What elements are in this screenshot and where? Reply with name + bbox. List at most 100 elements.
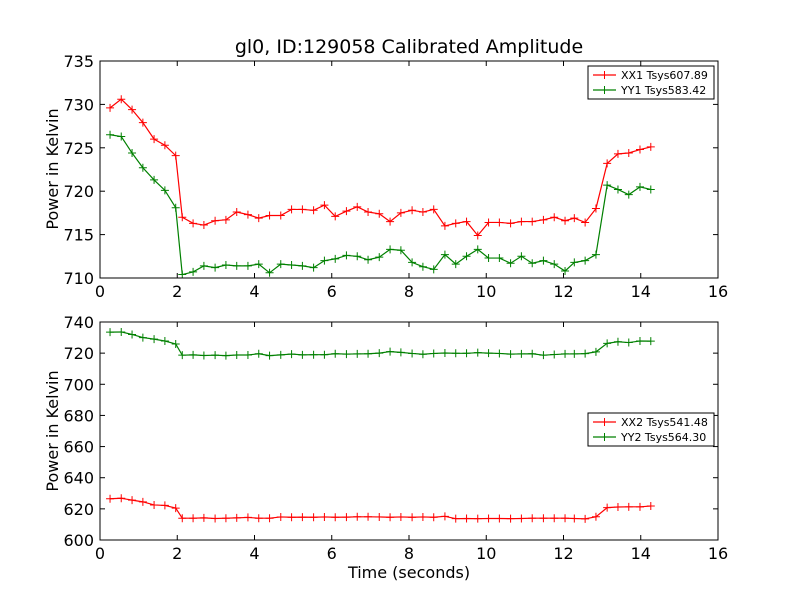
- data-point-marker: [353, 252, 362, 261]
- data-point-marker: [440, 221, 449, 230]
- data-point-marker: [243, 210, 252, 219]
- data-point-marker: [243, 351, 252, 360]
- data-point-marker: [440, 250, 449, 259]
- data-point-marker: [570, 214, 579, 223]
- data-point-marker: [221, 514, 230, 523]
- legend-marker-sample: [600, 71, 609, 79]
- x-tick-label: 16: [708, 544, 728, 563]
- data-point-marker: [364, 512, 373, 521]
- data-point-marker: [128, 149, 137, 158]
- x-tick-label: 12: [553, 544, 573, 563]
- data-point-marker: [117, 132, 126, 141]
- y-tick-label: 740: [63, 313, 94, 332]
- y-tick-label: 600: [63, 531, 94, 550]
- data-point-marker: [178, 351, 187, 360]
- data-point-marker: [386, 347, 395, 356]
- data-point-marker: [591, 512, 600, 521]
- data-point-marker: [440, 348, 449, 357]
- data-point-marker: [581, 349, 590, 358]
- data-point-marker: [440, 512, 449, 521]
- data-point-marker: [635, 182, 644, 191]
- data-point-marker: [298, 513, 307, 522]
- data-point-marker: [189, 267, 198, 276]
- x-tick-label: 8: [404, 282, 414, 301]
- data-point-marker: [462, 217, 471, 226]
- data-point-marker: [484, 514, 493, 523]
- data-point-marker: [451, 260, 460, 269]
- series-2: [106, 327, 655, 360]
- data-point-marker: [276, 350, 285, 359]
- data-point-marker: [646, 142, 655, 151]
- data-point-marker: [473, 514, 482, 523]
- data-point-marker: [603, 181, 612, 190]
- data-point-marker: [364, 255, 373, 264]
- data-point-marker: [232, 261, 241, 270]
- data-point-marker: [517, 252, 526, 261]
- data-point-marker: [613, 149, 622, 158]
- x-axis-label: Time (seconds): [347, 563, 470, 582]
- y-tick-label: 700: [63, 375, 94, 394]
- bottom-panel: Power in Kelvin Time (seconds) 0 2 4 6 8 10 12…: [43, 313, 728, 582]
- data-point-marker: [375, 209, 384, 218]
- data-point-marker: [160, 336, 169, 345]
- data-point-marker: [221, 215, 230, 224]
- data-point-marker: [473, 245, 482, 254]
- data-point-marker: [331, 349, 340, 358]
- legend-entry-label: XX2 Tsys541.48: [621, 416, 708, 429]
- data-point-marker: [646, 185, 655, 194]
- data-point-marker: [429, 265, 438, 274]
- legend-box: [587, 412, 715, 447]
- data-point-marker: [624, 502, 633, 511]
- data-point-marker: [539, 351, 548, 360]
- legend-marker-sample: [600, 433, 609, 441]
- data-point-marker: [171, 339, 180, 348]
- data-point-marker: [528, 217, 537, 226]
- data-point-marker: [342, 251, 351, 260]
- legend-entry-label: XX1 Tsys607.89: [621, 69, 708, 82]
- data-point-marker: [506, 514, 515, 523]
- data-point-marker: [613, 185, 622, 194]
- data-point-marker: [331, 212, 340, 221]
- data-point-marker: [528, 349, 537, 358]
- data-point-marker: [570, 349, 579, 358]
- data-point-marker: [396, 208, 405, 217]
- y-tick-label: 680: [63, 406, 94, 425]
- data-point-marker: [106, 130, 115, 139]
- data-point-marker: [484, 349, 493, 358]
- data-point-marker: [495, 349, 504, 358]
- legend-entry-label: YY1 Tsys583.42: [620, 84, 706, 97]
- data-point-marker: [429, 513, 438, 522]
- data-point-marker: [160, 141, 169, 150]
- data-point-marker: [150, 175, 159, 184]
- data-point-marker: [561, 514, 570, 523]
- data-point-marker: [603, 339, 612, 348]
- data-point-marker: [418, 262, 427, 271]
- data-point-marker: [396, 512, 405, 521]
- data-point-marker: [189, 350, 198, 359]
- data-point-marker: [276, 211, 285, 220]
- data-point-marker: [581, 256, 590, 265]
- x-tick-label: 2: [172, 282, 182, 301]
- data-point-marker: [550, 350, 559, 359]
- data-point-marker: [353, 512, 362, 521]
- x-tick-label: 4: [249, 282, 259, 301]
- data-point-marker: [199, 221, 208, 230]
- data-point-marker: [160, 186, 169, 195]
- data-point-marker: [353, 349, 362, 358]
- data-point-marker: [221, 351, 230, 360]
- x-tick-label: 8: [404, 544, 414, 563]
- data-point-marker: [451, 219, 460, 228]
- data-point-marker: [364, 349, 373, 358]
- data-point-marker: [211, 216, 220, 225]
- data-point-marker: [287, 513, 296, 522]
- x-tick-label: 2: [172, 544, 182, 563]
- data-point-marker: [624, 190, 633, 199]
- legend: XX2 Tsys541.48 YY2 Tsys564.30: [587, 412, 715, 447]
- data-point-marker: [243, 261, 252, 270]
- data-point-marker: [189, 514, 198, 523]
- y-tick-label: 720: [63, 344, 94, 363]
- y-tick-label: 640: [63, 469, 94, 488]
- data-point-marker: [539, 514, 548, 523]
- data-point-marker: [211, 351, 220, 360]
